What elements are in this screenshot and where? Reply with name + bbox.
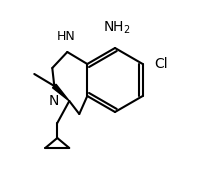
Polygon shape	[52, 84, 69, 101]
Text: NH$_2$: NH$_2$	[103, 20, 130, 36]
Text: Cl: Cl	[154, 57, 167, 71]
Text: N: N	[49, 94, 59, 108]
Text: HN: HN	[57, 30, 75, 43]
